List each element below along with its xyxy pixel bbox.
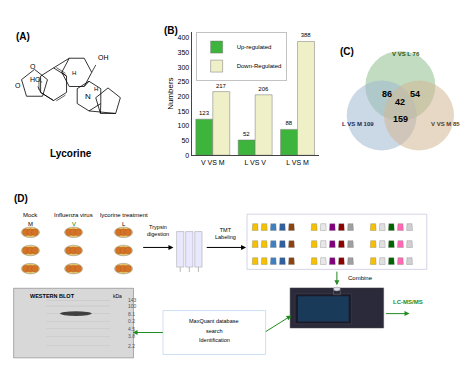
- svg-text:200: 200: [178, 93, 190, 100]
- svg-text:MaxQuant database: MaxQuant database: [189, 318, 239, 324]
- svg-text:L: L: [122, 221, 126, 227]
- svg-text:L VS M 109: L VS M 109: [342, 121, 374, 127]
- svg-text:54: 54: [410, 89, 420, 99]
- svg-text:8.1: 8.1: [128, 311, 135, 317]
- svg-text:143: 143: [128, 297, 137, 303]
- svg-text:86: 86: [382, 89, 392, 99]
- svg-text:100: 100: [128, 303, 137, 309]
- svg-text:OH: OH: [98, 54, 109, 61]
- svg-text:300: 300: [178, 64, 190, 71]
- svg-text:206: 206: [258, 86, 269, 92]
- svg-text:kDa: kDa: [113, 293, 122, 299]
- svg-text:HO,: HO,: [30, 76, 43, 83]
- svg-text:159: 159: [393, 114, 408, 124]
- svg-text:Identification: Identification: [199, 337, 230, 343]
- svg-text:217: 217: [216, 83, 227, 89]
- svg-text:V: V: [72, 221, 76, 227]
- svg-text:2.2: 2.2: [128, 343, 135, 349]
- svg-text:Down-Regulated: Down-Regulated: [237, 63, 282, 69]
- svg-text:150: 150: [178, 108, 190, 115]
- svg-text:O: O: [15, 82, 21, 89]
- svg-text:M: M: [28, 221, 33, 227]
- svg-text:LC-MS/MS: LC-MS/MS: [393, 299, 423, 305]
- svg-text:WESTERN BLOT: WESTERN BLOT: [30, 293, 75, 299]
- svg-text:100: 100: [178, 122, 190, 129]
- svg-text:3.8: 3.8: [128, 333, 135, 339]
- svg-text:(A): (A): [16, 31, 30, 42]
- svg-text:4.5: 4.5: [128, 326, 135, 332]
- svg-text:TMTLabeling: TMTLabeling: [215, 227, 236, 240]
- svg-text:Mock: Mock: [23, 212, 38, 218]
- svg-text:Lycorine: Lycorine: [50, 148, 92, 159]
- svg-text:0.2: 0.2: [128, 318, 135, 324]
- svg-text:lycorine treatment: lycorine treatment: [100, 212, 148, 218]
- svg-text:Combine: Combine: [348, 275, 373, 281]
- svg-text:88: 88: [285, 120, 292, 126]
- svg-text:(B): (B): [164, 25, 178, 36]
- svg-text:N: N: [85, 92, 91, 101]
- svg-text:42: 42: [395, 97, 405, 107]
- svg-text:O: O: [30, 63, 36, 70]
- svg-text:(D): (D): [14, 193, 28, 204]
- svg-text:123: 123: [199, 110, 210, 116]
- svg-text:L VS V: L VS V: [244, 159, 266, 166]
- svg-text:H: H: [72, 70, 76, 76]
- svg-text:Up-regulated: Up-regulated: [237, 44, 272, 50]
- svg-text:V VS M 85: V VS M 85: [431, 121, 460, 127]
- svg-text:400: 400: [178, 34, 190, 41]
- svg-text:H: H: [94, 86, 98, 92]
- svg-text:Numbers: Numbers: [166, 77, 175, 109]
- svg-text:Influenza virus: Influenza virus: [54, 212, 93, 218]
- svg-text:350: 350: [178, 49, 190, 56]
- svg-text:L VS M: L VS M: [286, 159, 309, 166]
- svg-text:V VS M: V VS M: [201, 159, 225, 166]
- svg-text:0: 0: [185, 152, 189, 159]
- svg-text:V VS L 76: V VS L 76: [392, 51, 420, 57]
- svg-text:Trypsindigestion: Trypsindigestion: [147, 224, 169, 237]
- svg-text:50: 50: [181, 137, 189, 144]
- svg-text:(C): (C): [340, 46, 354, 57]
- svg-text:search: search: [206, 328, 223, 334]
- svg-text:52: 52: [243, 131, 250, 137]
- svg-text:250: 250: [178, 78, 190, 85]
- svg-text:388: 388: [301, 32, 312, 38]
